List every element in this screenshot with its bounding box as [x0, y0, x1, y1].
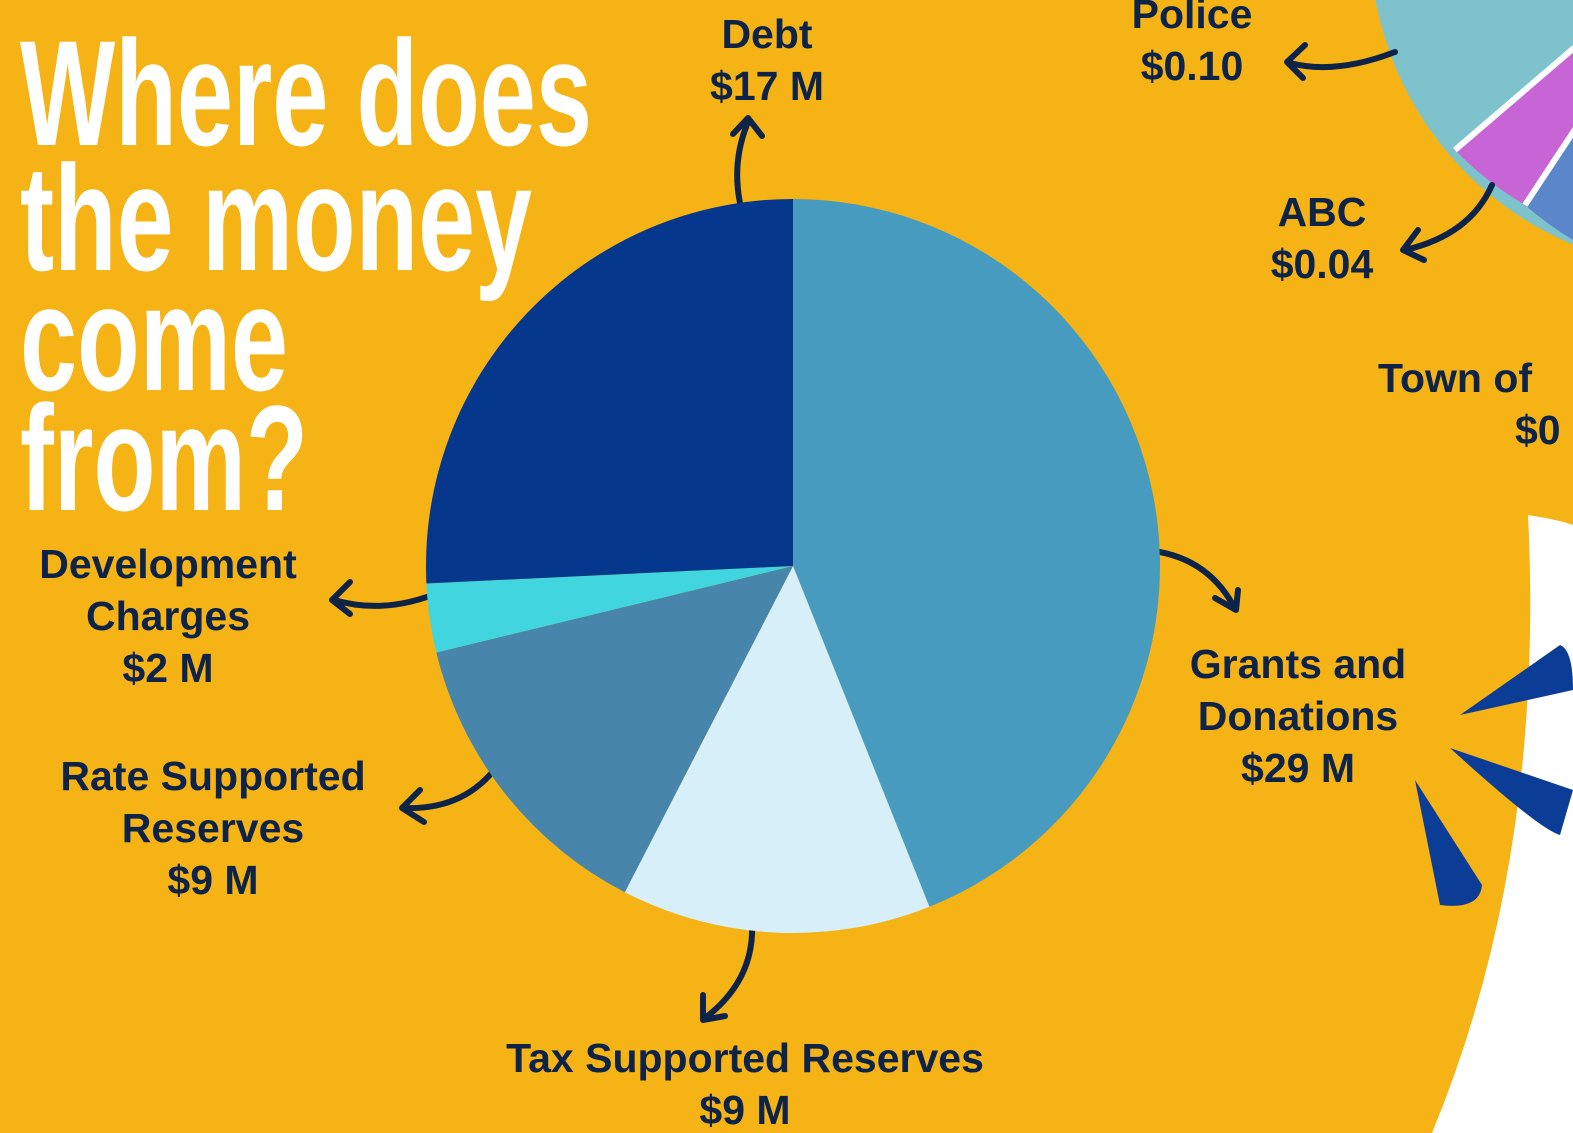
- pie-slice: [624, 566, 930, 934]
- cropped-label-name: Town of: [1378, 355, 1533, 401]
- slice-label: Grants and Donations $29 M: [1153, 638, 1443, 794]
- slice-label: Debt $17 M: [667, 8, 867, 112]
- category-label: Rate Supported Reserves: [60, 753, 366, 851]
- slice-label: Development Charges $2 M: [3, 538, 333, 694]
- value-label: $9 M: [167, 857, 259, 903]
- value-label: $2 M: [122, 645, 214, 691]
- category-label: Debt: [721, 11, 813, 57]
- value-label: $29 M: [1241, 745, 1355, 791]
- pie-slice: [793, 199, 1161, 907]
- decoration-wheel: [1375, 0, 1573, 245]
- category-label: Development Charges: [39, 541, 297, 639]
- pie-slice: [426, 566, 793, 653]
- cropped-label-value: $0.04: [1270, 241, 1374, 287]
- value-label: $17 M: [710, 63, 824, 109]
- slice-label: Rate Supported Reserves $9 M: [13, 750, 413, 906]
- cropped-label-name: Police: [1131, 0, 1253, 37]
- pie-slice: [425, 199, 793, 584]
- pie: [425, 199, 1161, 934]
- title-line: from?: [20, 374, 308, 542]
- cropped-label-value: $0.10: [1140, 43, 1244, 89]
- cropped-label-name: ABC: [1277, 189, 1367, 235]
- slice-label: Tax Supported Reserves $9 M: [395, 1032, 1095, 1133]
- title-line: come: [20, 254, 288, 422]
- cropped-label-value: $0: [1515, 407, 1561, 453]
- category-label: Grants and Donations: [1189, 641, 1407, 739]
- pie-slice: [436, 566, 793, 893]
- cropped-label: Police $0.10: [1092, 0, 1292, 92]
- cropped-label: ABC $0.04: [1222, 186, 1422, 290]
- decoration-spikes: [1415, 645, 1573, 906]
- category-label: Tax Supported Reserves: [506, 1035, 984, 1081]
- title-line: Where does: [20, 9, 592, 177]
- value-label: $9 M: [699, 1087, 791, 1133]
- title-line: the money: [20, 134, 532, 302]
